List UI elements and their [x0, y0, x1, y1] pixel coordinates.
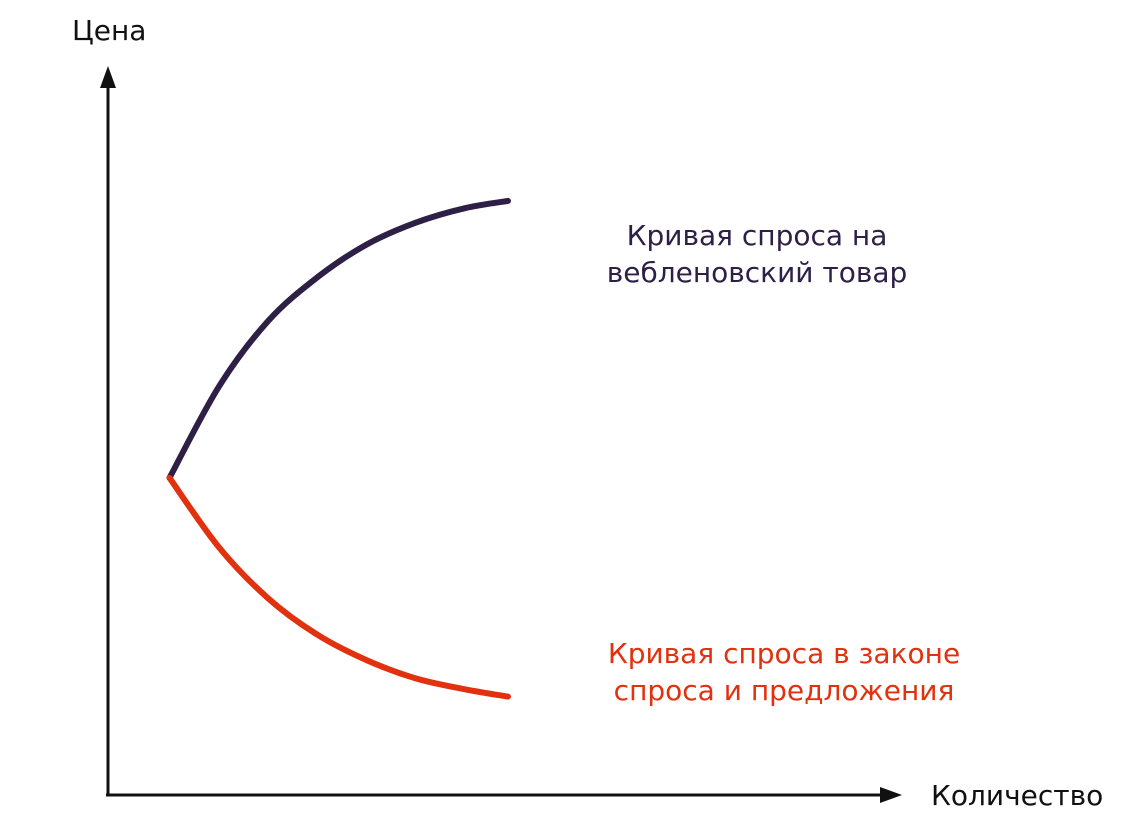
x-axis-arrow: [880, 787, 902, 803]
y-axis-arrow: [100, 66, 116, 88]
veblen-curve-label-line-1: Кривая спроса на: [627, 219, 888, 252]
x-axis-title: Количество: [931, 779, 1103, 812]
normal-demand-curve: [166, 474, 511, 700]
veblen-curve-label-line-2: вебленовский товар: [607, 256, 908, 289]
y-axis-title: Цена: [72, 14, 146, 47]
veblen-demand-curve: [166, 197, 511, 481]
normal-demand-curve-label-line-1: Кривая спроса в законе: [608, 637, 960, 670]
normal-demand-curve-label: Кривая спроса в законе спроса и предложе…: [608, 637, 960, 707]
normal-demand-curve-label-line-2: спроса и предложения: [614, 674, 955, 707]
veblen-curve-label: Кривая спроса на вебленовский товар: [607, 219, 908, 289]
series-layer: [166, 197, 511, 700]
